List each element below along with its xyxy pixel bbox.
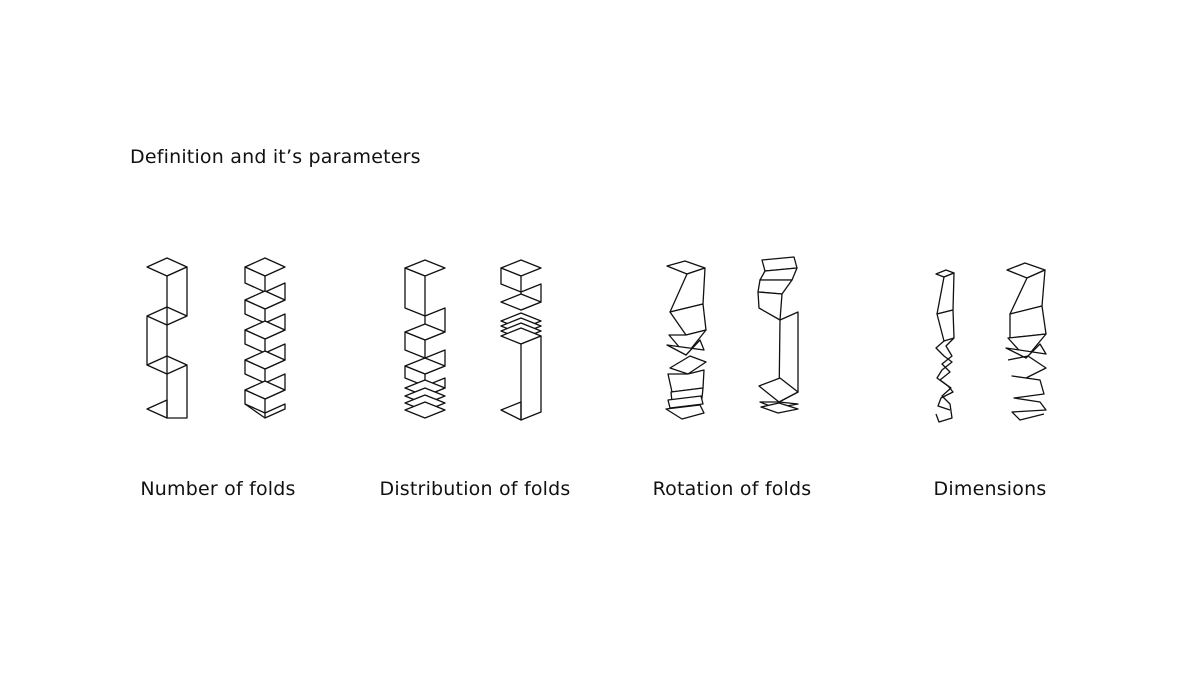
narrow-dimensions-model — [935, 269, 955, 423]
few-folds-model — [146, 257, 188, 419]
many-folds-model — [244, 257, 286, 419]
spread-distribution-model — [404, 259, 446, 419]
caption-distribution-of-folds: Distribution of folds — [379, 478, 571, 500]
page-title: Definition and it’s parameters — [130, 146, 421, 168]
clustered-distribution-model — [500, 259, 542, 421]
group-distribution-of-folds — [404, 259, 542, 421]
group-number-of-folds — [146, 257, 286, 419]
wide-dimensions-model — [1005, 262, 1047, 421]
caption-rotation-of-folds: Rotation of folds — [652, 478, 812, 500]
caption-dimensions: Dimensions — [933, 478, 1047, 500]
caption-number-of-folds: Number of folds — [140, 478, 296, 500]
group-dimensions — [935, 262, 1047, 423]
rotated-folds-model-2 — [757, 256, 799, 414]
rotated-folds-model-1 — [665, 260, 707, 420]
group-rotation-of-folds — [665, 256, 799, 420]
